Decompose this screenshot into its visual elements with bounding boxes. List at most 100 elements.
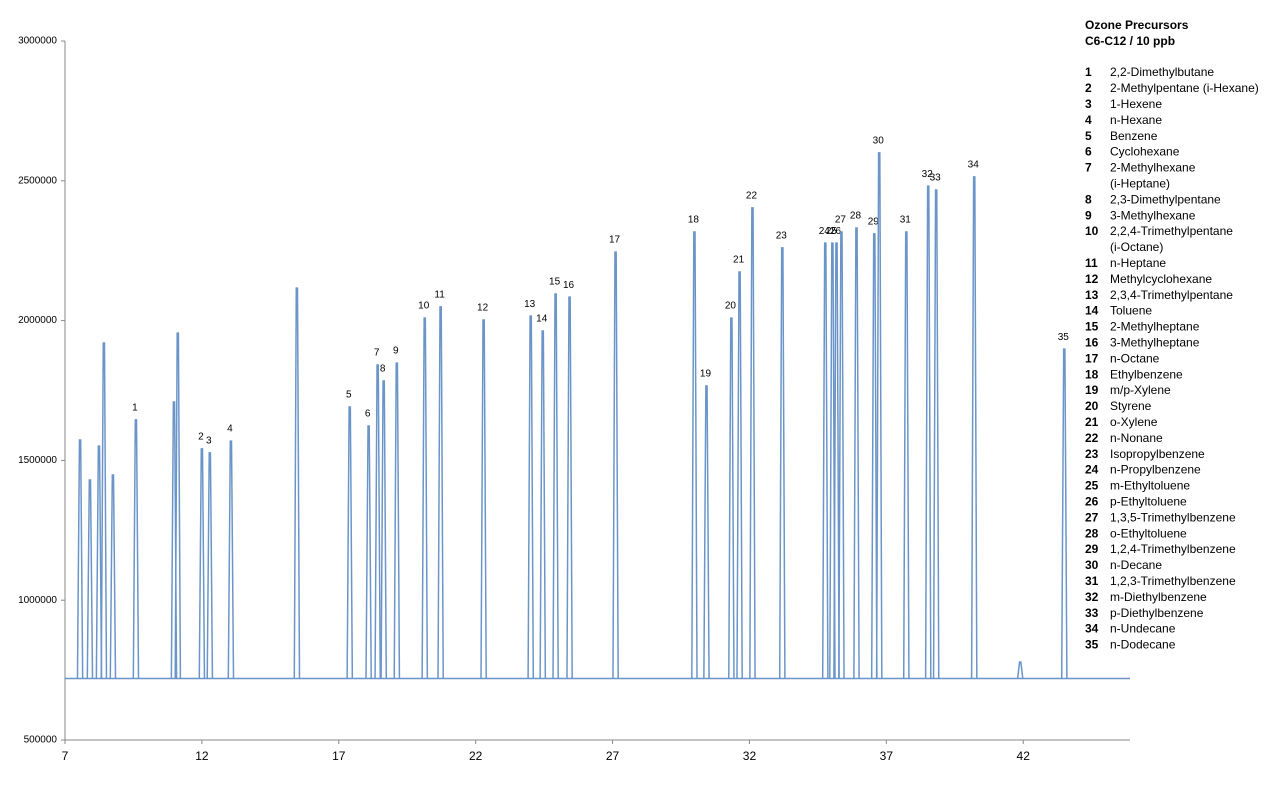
legend-name: m-Ethyltoluene [1110,479,1190,493]
legend-name: n-Nonane [1110,431,1163,445]
peak-label: 12 [477,303,489,314]
peak [480,319,487,679]
legend-name: n-Hexane [1110,113,1162,127]
peak-label: 16 [563,280,575,291]
x-tick-label: 27 [606,749,620,763]
peak [875,152,883,679]
peak [393,362,401,679]
peak-label: 15 [549,277,561,288]
y-tick-label: 3000000 [18,36,57,47]
legend-name: Styrene [1110,399,1152,413]
peak-label: 30 [873,135,885,146]
x-tick-label: 42 [1017,749,1031,763]
peak-label: 26 [830,226,842,237]
peak-label: 5 [346,390,352,401]
peak [227,440,235,679]
legend-number: 10 [1085,224,1099,238]
legend-name: 3-Methylheptane [1110,335,1200,349]
peak-label: 28 [850,211,862,222]
peak-label: 31 [900,215,912,226]
x-tick-label: 37 [880,749,894,763]
legend-name: n-Dodecane [1110,638,1176,652]
peak-label: 3 [206,435,212,446]
peak-label: 4 [227,424,233,435]
peak [552,293,559,679]
peak [365,425,372,679]
x-tick-label: 32 [743,749,757,763]
legend-number: 25 [1085,479,1099,493]
legend-name: 2-Methylheptane [1110,320,1200,334]
peak [100,342,108,679]
peak [374,364,382,679]
legend-name: 1,2,4-Trimethylbenzene [1110,542,1236,556]
legend-name: Toluene [1110,304,1152,318]
peak [778,247,786,679]
legend-number: 30 [1085,558,1099,572]
legend-name: n-Undecane [1110,622,1176,636]
peak-label: 20 [725,301,737,312]
y-tick-label: 500000 [24,735,58,746]
legend-number: 6 [1085,145,1092,159]
legend-number: 23 [1085,447,1099,461]
legend-number: 15 [1085,320,1099,334]
peak [703,385,710,679]
legend-name: Ethylbenzene [1110,367,1183,381]
peak [346,406,354,679]
chart-title: Ozone Precursors [1085,18,1189,32]
legend-name: Isopropylbenzene [1110,447,1205,461]
chart-title: C6-C12 / 10 ppb [1085,34,1175,48]
x-tick-label: 17 [332,749,346,763]
legend-name: 2,2,4-Trimethylpentane [1110,224,1233,238]
legend-number: 3 [1085,97,1092,111]
legend-number: 19 [1085,383,1099,397]
legend-name: 2-Methylhexane [1110,161,1196,175]
legend-name: n-Decane [1110,558,1162,572]
peak [293,287,301,679]
peak [174,332,182,679]
peak-label: 19 [700,369,712,380]
legend-number: 20 [1085,399,1099,413]
legend-number: 2 [1085,81,1092,95]
legend-name: 2,3,4-Trimethylpentane [1110,288,1233,302]
peak [970,176,978,679]
legend-number: 31 [1085,574,1099,588]
peak [1060,348,1068,679]
x-tick-label: 22 [469,749,483,763]
legend-name: o-Ethyltoluene [1110,526,1187,540]
peak-label: 34 [968,160,980,171]
legend-name: 2-Methylpentane (i-Hexane) [1110,81,1259,95]
peak [924,185,932,679]
legend-number: 12 [1085,272,1099,286]
peak [1016,661,1024,679]
x-tick-label: 12 [195,749,209,763]
legend-number: 21 [1085,415,1099,429]
legend-name: n-Propylbenzene [1110,463,1201,477]
legend-name: 1-Hexene [1110,97,1162,111]
peak-label: 1 [132,402,138,413]
legend-name: (i-Octane) [1110,240,1163,254]
legend-number: 5 [1085,129,1092,143]
peak [380,380,388,679]
legend-name: p-Diethylbenzene [1110,606,1204,620]
peak [853,227,860,679]
y-tick-label: 1500000 [18,455,57,466]
peak-label: 21 [733,255,745,266]
peak-label: 10 [418,301,430,312]
legend-name: m-Diethylbenzene [1110,590,1207,604]
legend-name: 1,3,5-Trimethylbenzene [1110,510,1236,524]
y-tick-label: 2000000 [18,315,57,326]
legend-name: n-Heptane [1110,256,1166,270]
legend-number: 1 [1085,65,1092,79]
peak-label: 14 [536,314,548,325]
legend-number: 27 [1085,510,1099,524]
legend-name: m/p-Xylene [1110,383,1171,397]
peak [86,479,94,679]
peak [109,474,117,679]
legend-name: Benzene [1110,129,1158,143]
peak [838,231,845,679]
peak-label: 13 [524,299,536,310]
legend-number: 24 [1085,463,1099,477]
legend-number: 29 [1085,542,1099,556]
legend-name: Cyclohexane [1110,145,1180,159]
legend-number: 13 [1085,288,1099,302]
